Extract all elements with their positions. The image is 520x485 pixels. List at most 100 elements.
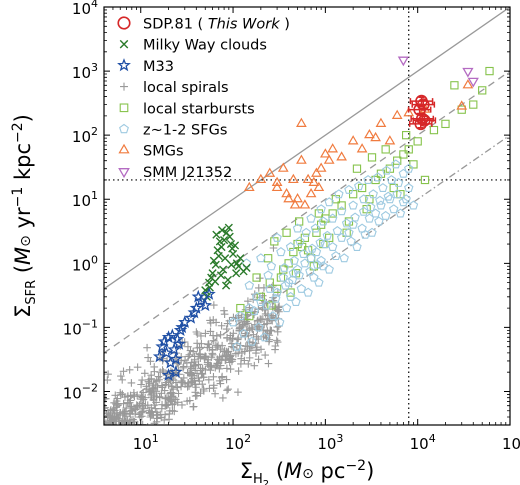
data-point (221, 356, 230, 365)
data-point (245, 354, 254, 362)
data-point (211, 389, 219, 398)
data-point (185, 350, 194, 359)
data-point (292, 264, 303, 274)
data-point (216, 345, 225, 354)
data-point (243, 181, 255, 192)
data-point (115, 427, 123, 435)
data-point (276, 247, 286, 257)
data-point (175, 320, 189, 334)
plot-background (104, 7, 510, 425)
series-m33 (152, 287, 216, 381)
data-point (118, 442, 126, 450)
legend: SDP.81 ( This Work ) Milky Way clouds M33 l… (117, 16, 290, 181)
data-point (323, 154, 335, 164)
data-point (178, 378, 186, 387)
data-point (341, 218, 352, 228)
data-point (261, 351, 269, 359)
data-point (116, 408, 124, 417)
data-point (227, 260, 236, 269)
data-point (294, 270, 304, 280)
data-point (363, 174, 373, 184)
data-point (254, 284, 263, 292)
data-point (191, 289, 205, 303)
data-point (384, 135, 396, 145)
data-point (216, 271, 226, 280)
data-point (167, 342, 181, 356)
data-point (174, 389, 183, 398)
data-point (117, 372, 125, 380)
legend-label: z~1-2 SFGs (143, 123, 227, 139)
legend-label: local spirals (143, 80, 229, 96)
data-point (364, 128, 375, 139)
data-point (104, 409, 111, 418)
data-point (232, 269, 241, 278)
data-point (336, 232, 347, 242)
data-point (112, 439, 120, 447)
data-point (325, 233, 334, 242)
data-point (112, 439, 120, 447)
data-point (368, 189, 378, 199)
data-point (103, 436, 111, 444)
data-point (285, 241, 296, 251)
data-point (311, 247, 322, 257)
data-point (202, 287, 216, 300)
data-point (367, 227, 377, 237)
data-point (315, 237, 325, 247)
data-point (266, 326, 275, 335)
data-point (348, 219, 358, 229)
legend-label: local starbursts (143, 101, 255, 117)
data-point (224, 223, 233, 232)
data-point (203, 360, 212, 369)
data-point (315, 162, 327, 172)
data-point (160, 386, 169, 395)
legend-item-smgs: SMGs (118, 144, 184, 160)
data-point (108, 412, 117, 421)
legend-item-m33: M33 (117, 58, 174, 75)
data-point (192, 328, 201, 336)
data-point (183, 359, 191, 367)
data-point (469, 100, 478, 109)
data-point (457, 105, 466, 114)
data-point (391, 159, 401, 169)
data-point (352, 241, 362, 251)
legend-item-z-1-2-sfgs: z~1-2 SFGs (119, 123, 227, 139)
legend-marker (119, 123, 129, 134)
data-point (151, 448, 159, 456)
data-point (186, 346, 195, 355)
data-point (219, 394, 227, 402)
data-point (295, 236, 305, 246)
data-point (264, 359, 273, 368)
data-point (370, 131, 381, 142)
data-point (324, 197, 334, 207)
data-point (367, 153, 377, 162)
data-point (101, 436, 109, 444)
data-point (124, 452, 132, 460)
data-point (115, 428, 123, 436)
data-point (147, 411, 155, 419)
reference-line-diagonal-dashdot (104, 134, 510, 418)
data-point (163, 355, 178, 369)
data-point (307, 243, 317, 253)
data-point (314, 209, 324, 218)
data-point (289, 199, 301, 209)
x-axis-label: ΣH2 (M⊙ pc−2) (240, 458, 375, 485)
data-point (107, 433, 115, 441)
data-point (206, 327, 215, 336)
data-point (114, 458, 122, 466)
data-point (272, 336, 281, 345)
data-point (100, 444, 108, 452)
series-milky-way-clouds (201, 223, 251, 301)
data-point (193, 339, 201, 348)
data-point (110, 431, 118, 439)
data-point (220, 306, 228, 315)
legend-label: M33 (143, 59, 174, 75)
data-point (136, 395, 145, 403)
data-point (109, 445, 117, 453)
data-point (116, 450, 124, 458)
data-point (271, 176, 283, 186)
data-point (365, 202, 376, 212)
data-point (358, 194, 369, 204)
data-point (305, 266, 315, 276)
data-point (267, 316, 275, 325)
data-point (256, 253, 266, 263)
